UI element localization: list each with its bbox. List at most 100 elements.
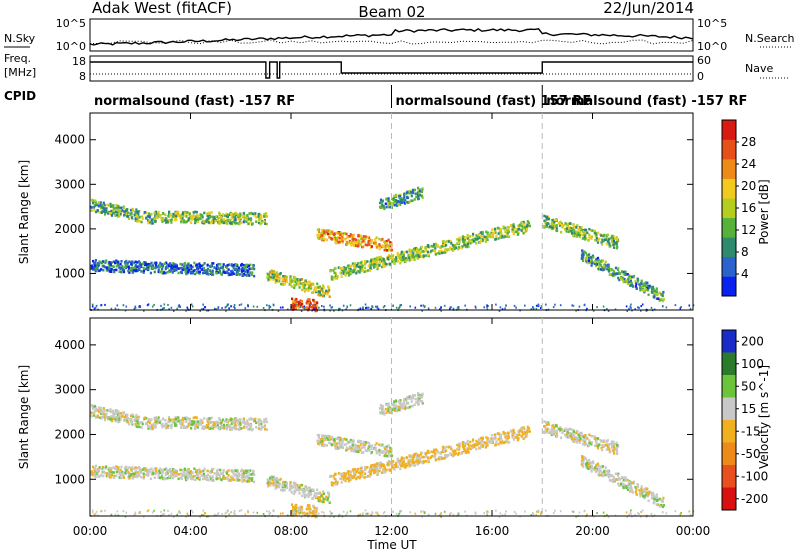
echo-cell (135, 413, 138, 417)
echo-cell (415, 401, 418, 404)
echo-cell (240, 269, 243, 273)
echo-cell (380, 465, 383, 469)
echo-cell (192, 416, 195, 420)
echo-cell (298, 486, 301, 489)
echo-cell (325, 495, 328, 499)
echo-cell (242, 263, 245, 267)
echo-cell (289, 481, 292, 484)
echo-cell (248, 267, 251, 271)
echo-cell (611, 273, 614, 276)
echo-cell (492, 232, 495, 235)
echo-cell (411, 188, 414, 192)
echo-cell (507, 225, 510, 229)
echo-cell (416, 257, 419, 260)
echo-cell (145, 468, 149, 472)
echo-cell (93, 470, 96, 473)
echo-cell (93, 205, 96, 209)
echo-cell (101, 409, 104, 413)
echo-cell (106, 474, 109, 478)
echo-cell (323, 437, 326, 440)
echo-cell (326, 292, 329, 296)
echo-cell (497, 226, 500, 230)
echo-cell (385, 411, 388, 414)
echo-cell (456, 443, 459, 447)
echo-cell (133, 472, 136, 475)
echo-cell (247, 222, 250, 226)
echo-cell (275, 485, 278, 488)
echo-cell (133, 266, 136, 270)
echo-cell (160, 304, 162, 307)
echo-cell (129, 414, 133, 417)
echo-cell (653, 296, 656, 299)
echo-cell (115, 470, 118, 474)
echo-cell (443, 304, 446, 307)
echo-cell (182, 424, 186, 428)
echo-cell (329, 304, 331, 307)
echo-cell (293, 489, 296, 492)
echo-cell (582, 230, 585, 233)
echo-cell (576, 429, 579, 433)
echo-cell (209, 271, 212, 274)
echo-cell (318, 290, 321, 293)
echo-cell (153, 422, 156, 425)
echo-cell (162, 470, 165, 474)
echo-cell (445, 249, 448, 253)
echo-cell (165, 471, 168, 475)
echo-cell (316, 433, 319, 437)
echo-cell (395, 256, 398, 259)
echo-cell (237, 472, 240, 475)
echo-cell (485, 436, 488, 439)
echo-cell (232, 472, 235, 476)
echo-cell (595, 236, 598, 240)
echo-cell (413, 464, 416, 467)
echo-cell (609, 273, 612, 276)
echo-cell (134, 260, 137, 264)
echo-cell (471, 440, 474, 443)
echo-cell (374, 447, 377, 450)
echo-cell (171, 271, 174, 274)
echo-cell (203, 211, 206, 215)
freq-tick-top: 18 (72, 55, 86, 68)
echo-cell (606, 233, 609, 237)
echo-cell (444, 454, 447, 458)
echo-cell (117, 412, 120, 415)
echo-cell (173, 268, 176, 271)
echo-cell (117, 263, 120, 267)
echo-cell (612, 452, 616, 455)
echo-cell (154, 425, 157, 429)
echo-cell (396, 465, 399, 469)
echo-cell (515, 433, 518, 437)
echo-cell (452, 248, 455, 252)
echo-cell (472, 238, 475, 241)
echo-cell (351, 443, 354, 447)
echo-cell (93, 262, 96, 265)
echo-cell (427, 460, 430, 463)
echo-cell (95, 266, 98, 269)
echo-cell (242, 469, 245, 473)
echo-cell (465, 236, 468, 239)
echo-cell (520, 224, 523, 228)
echo-cell (177, 305, 180, 308)
echo-cell (374, 241, 377, 244)
echo-cell (318, 237, 321, 240)
echo-cell (326, 498, 329, 502)
echo-cell (233, 306, 235, 308)
echo-cell (463, 243, 466, 247)
echo-cell (128, 466, 131, 469)
echo-cell (181, 263, 184, 266)
echo-cell (494, 238, 497, 241)
echo-cell (643, 282, 646, 286)
echo-cell (362, 440, 365, 444)
echo-cell (380, 257, 383, 261)
echo-cell (406, 195, 409, 199)
echo-cell (636, 280, 640, 283)
echo-cell (450, 247, 453, 251)
echo-cell (307, 284, 311, 287)
echo-cell (321, 231, 324, 234)
echo-cell (655, 287, 658, 290)
echo-cell (688, 304, 691, 307)
echo-cell (494, 231, 497, 234)
echo-cell (263, 420, 266, 423)
echo-cell (407, 253, 410, 257)
echo-cell (357, 450, 360, 454)
